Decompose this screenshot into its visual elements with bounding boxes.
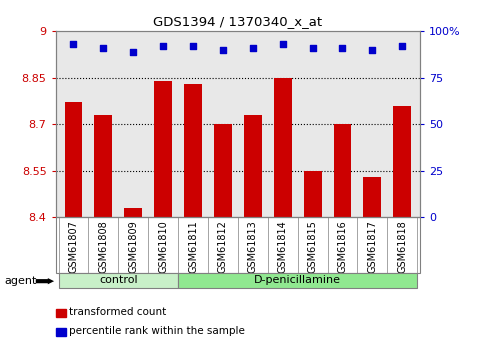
Bar bbox=[65, 102, 83, 217]
Bar bbox=[154, 81, 172, 217]
Text: GSM61816: GSM61816 bbox=[338, 220, 347, 273]
Text: agent: agent bbox=[5, 276, 37, 286]
Point bbox=[309, 45, 316, 51]
Text: GSM61818: GSM61818 bbox=[398, 220, 407, 273]
Text: GSM61817: GSM61817 bbox=[368, 220, 377, 273]
Point bbox=[249, 45, 256, 51]
Bar bbox=[178, 273, 417, 288]
Text: control: control bbox=[99, 275, 138, 285]
Point bbox=[279, 41, 286, 47]
Bar bbox=[244, 115, 262, 217]
Text: GSM61810: GSM61810 bbox=[158, 220, 168, 273]
Bar bbox=[58, 273, 178, 288]
Point bbox=[369, 47, 376, 52]
Bar bbox=[304, 171, 322, 217]
Point bbox=[339, 45, 346, 51]
Point bbox=[159, 43, 167, 49]
Point bbox=[129, 49, 137, 54]
Text: GSM61813: GSM61813 bbox=[248, 220, 258, 273]
Text: transformed count: transformed count bbox=[69, 307, 166, 317]
Bar bbox=[334, 124, 352, 217]
Text: GSM61808: GSM61808 bbox=[99, 220, 108, 273]
Point bbox=[219, 47, 227, 52]
Point bbox=[398, 43, 406, 49]
Bar bbox=[124, 208, 142, 217]
Bar bbox=[274, 78, 292, 217]
Text: GSM61814: GSM61814 bbox=[278, 220, 288, 273]
Text: GSM61815: GSM61815 bbox=[308, 220, 318, 273]
Text: percentile rank within the sample: percentile rank within the sample bbox=[69, 326, 245, 336]
Title: GDS1394 / 1370340_x_at: GDS1394 / 1370340_x_at bbox=[153, 16, 323, 29]
Bar bbox=[94, 115, 113, 217]
Point bbox=[189, 43, 197, 49]
Bar bbox=[214, 124, 232, 217]
Point bbox=[99, 45, 107, 51]
Text: GSM61811: GSM61811 bbox=[188, 220, 198, 273]
Bar bbox=[363, 177, 382, 217]
Text: D-penicillamine: D-penicillamine bbox=[254, 275, 341, 285]
Bar bbox=[393, 106, 411, 217]
Bar bbox=[184, 84, 202, 217]
Text: GSM61807: GSM61807 bbox=[69, 220, 78, 273]
Point bbox=[70, 41, 77, 47]
Text: GSM61809: GSM61809 bbox=[128, 220, 138, 273]
Text: GSM61812: GSM61812 bbox=[218, 220, 228, 273]
